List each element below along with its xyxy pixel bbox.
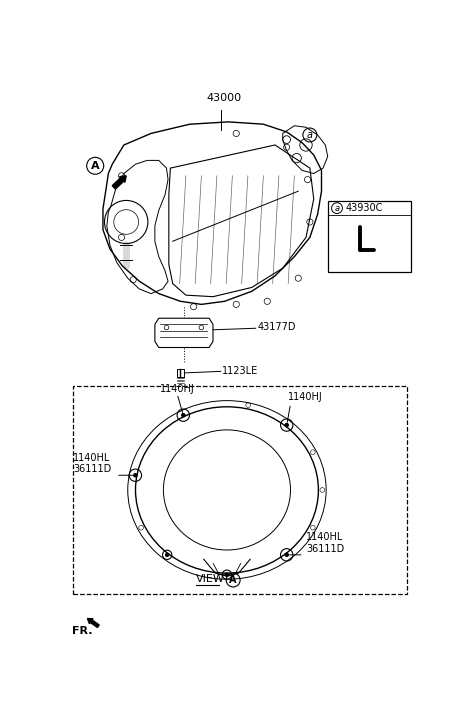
- Circle shape: [225, 573, 228, 577]
- Text: 1123LE: 1123LE: [222, 366, 258, 376]
- Text: 1140HJ: 1140HJ: [288, 393, 322, 403]
- Text: 1140HL
36111D: 1140HL 36111D: [73, 453, 112, 474]
- Bar: [73, 386, 406, 594]
- Text: 1140HJ: 1140HJ: [160, 384, 194, 394]
- Text: VIEW: VIEW: [195, 574, 225, 585]
- FancyArrow shape: [112, 176, 126, 189]
- Circle shape: [285, 553, 288, 556]
- Text: 1140HL
36111D: 1140HL 36111D: [306, 532, 344, 554]
- Text: a: a: [306, 130, 312, 140]
- Circle shape: [285, 424, 288, 427]
- Circle shape: [165, 553, 169, 556]
- Text: 43930C: 43930C: [345, 203, 382, 213]
- Circle shape: [181, 414, 184, 417]
- Text: A: A: [229, 575, 237, 585]
- Text: a: a: [334, 204, 339, 212]
- FancyArrow shape: [87, 619, 99, 627]
- Bar: [176, 369, 184, 377]
- Text: FR.: FR.: [72, 626, 92, 636]
- Text: 43177D: 43177D: [257, 323, 295, 332]
- Bar: [327, 201, 411, 272]
- Circle shape: [133, 474, 137, 477]
- Text: 43000: 43000: [206, 93, 241, 103]
- Text: A: A: [91, 161, 99, 171]
